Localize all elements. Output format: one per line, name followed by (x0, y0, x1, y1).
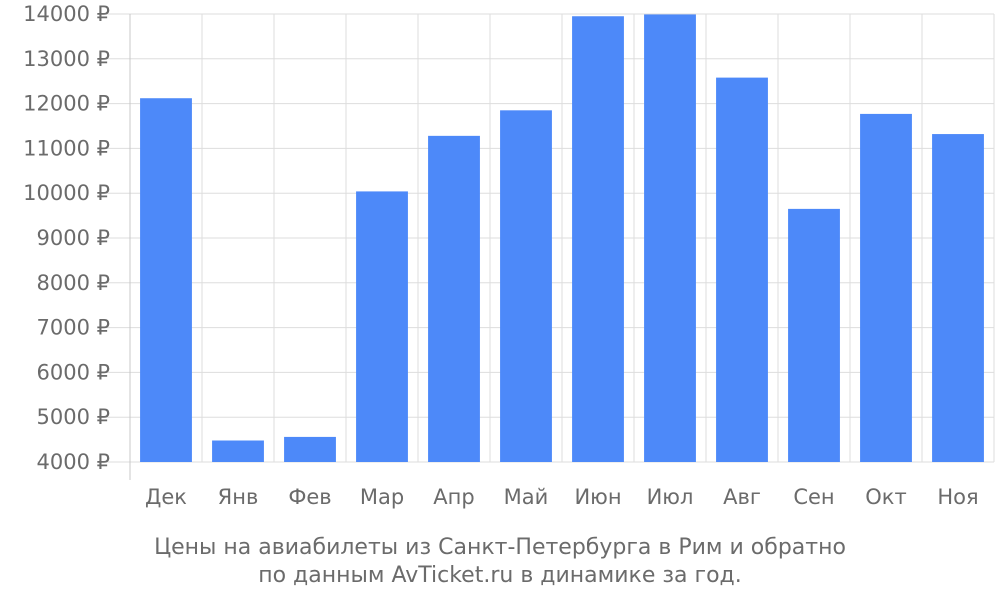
bar-7 (572, 16, 624, 463)
y-tick-label: 7000 ₽ (37, 316, 110, 340)
y-tick-label: 11000 ₽ (23, 136, 110, 160)
bar-chart: 4000 ₽ 5000 ₽ 6000 ₽ 7000 ₽ 8000 ₽ 9000 ₽ 1000… (23, 2, 995, 509)
y-tick-label: 6000 ₽ (37, 360, 110, 384)
y-tick-label: 14000 ₽ (23, 2, 110, 26)
x-tick-label: Сен (793, 485, 834, 509)
y-tick-label: 5000 ₽ (37, 405, 110, 429)
x-tick-label: Мар (360, 485, 404, 509)
x-tick-label: Ноя (937, 485, 978, 509)
x-tick-label: Май (504, 485, 549, 509)
x-tick-label: Апр (433, 485, 474, 509)
x-tick-label: Фев (288, 485, 331, 509)
x-tick-label: Дек (145, 485, 187, 509)
bar-1 (140, 98, 192, 462)
y-tick-label: 4000 ₽ (37, 450, 110, 474)
x-tick-label: Янв (218, 485, 259, 509)
bar-8 (644, 14, 696, 463)
grid-lines (100, 13, 995, 480)
bars (140, 14, 984, 463)
chart-caption-line-1: Цены на авиабилеты из Санкт-Петербурга в… (154, 535, 846, 560)
x-axis-ticks: Дек Янв Фев Мар Апр Май Июн Июл Авг Сен Окт Ноя (145, 485, 979, 509)
bar-11 (860, 113, 912, 463)
y-axis-ticks: 4000 ₽ 5000 ₽ 6000 ₽ 7000 ₽ 8000 ₽ 9000 ₽ 1000… (23, 2, 110, 474)
y-tick-label: 9000 ₽ (37, 226, 110, 250)
bar-9 (716, 77, 768, 462)
bar-6 (500, 110, 552, 462)
bar-10 (788, 208, 840, 462)
x-tick-label: Июл (647, 485, 694, 509)
y-tick-label: 12000 ₽ (23, 92, 110, 116)
bar-12 (932, 134, 984, 462)
x-tick-label: Июн (574, 485, 621, 509)
bar-4 (356, 191, 408, 462)
y-tick-label: 13000 ₽ (23, 47, 110, 71)
bar-5 (428, 135, 480, 462)
bar-3 (284, 436, 336, 462)
x-tick-label: Авг (723, 485, 761, 509)
y-tick-label: 10000 ₽ (23, 181, 110, 205)
chart-caption-line-2: по данным AvTicket.ru в динамике за год. (258, 563, 742, 588)
bar-2 (212, 440, 264, 462)
x-tick-label: Окт (865, 485, 906, 509)
y-tick-label: 8000 ₽ (37, 271, 110, 295)
